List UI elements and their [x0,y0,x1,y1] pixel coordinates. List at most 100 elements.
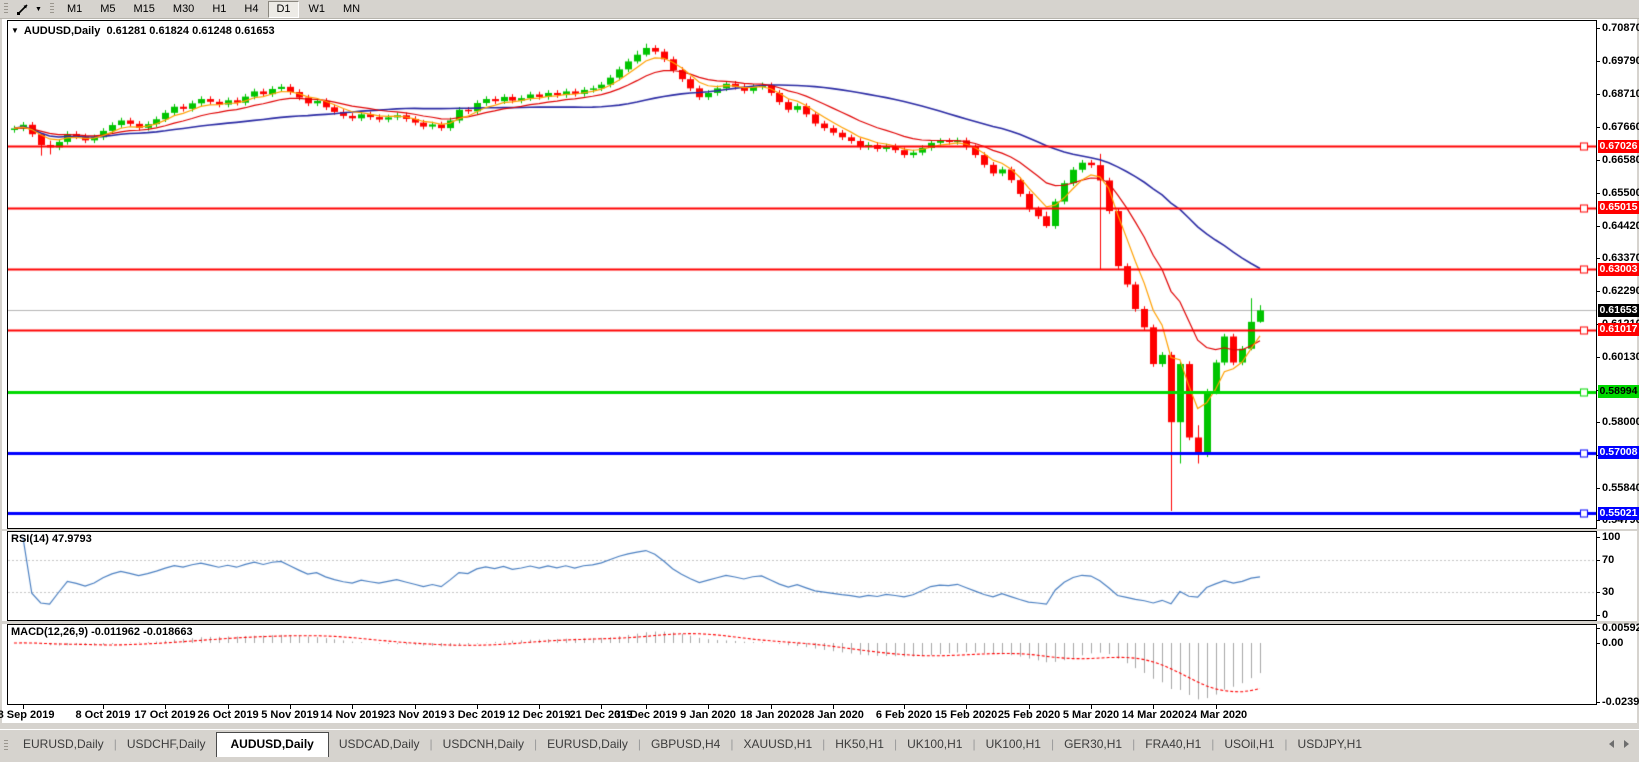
tab-scroll-right-icon[interactable] [1624,740,1629,748]
tab-separator: | [730,737,734,751]
date-axis-label: 23 Nov 2019 [383,709,447,721]
macd-canvas[interactable] [8,625,1596,703]
date-axis-label: 15 Feb 2020 [934,709,998,721]
macd-label: MACD(12,26,9) -0.011962 -0.018663 [11,626,193,638]
timeframe-button-M1[interactable]: M1 [66,2,83,15]
chart-tab-HK50-H1[interactable]: HK50,H1 [835,737,884,751]
toolbar-grip2 [49,3,54,15]
chart-tab-XAUUSD-H1[interactable]: XAUUSD,H1 [743,737,813,751]
price-line-badge-0.57008: 0.57008 [1598,446,1639,460]
date-axis-label: 14 Nov 2019 [320,709,384,721]
rsi-axis-tick: 70 [1595,554,1615,567]
timeframe-button-W1[interactable]: W1 [308,2,326,15]
timeframe-button-M5[interactable]: M5 [100,2,116,15]
price-axis-tick: 0.63370 [1596,252,1639,264]
tab-separator: | [822,737,826,751]
timeframe-buttons: M1 M5 M15 M30 H1 H4 D1 W1 MN [58,0,369,18]
chart-tab-USDJPY-H1[interactable]: USDJPY,H1 [1297,737,1363,751]
date-axis-tickmark [415,705,416,709]
date-axis-label: 18 Jan 2020 [740,709,802,721]
current-price-badge: 0.61653 [1598,303,1639,317]
chart-ohlc-readout: 0.61281 0.61824 0.61248 0.61653 [106,25,275,37]
chart-symbol: AUDUSD,Daily [23,25,101,37]
date-axis-label: 17 Oct 2019 [134,709,196,721]
date-axis-tickmark [23,705,24,709]
chart-tab-EURUSD-Daily[interactable]: EURUSD,Daily [23,737,104,751]
rsi-axis-tick: 100 [1595,531,1621,543]
chart-title-dropdown-icon[interactable]: ▼ [11,26,19,35]
date-axis-label: 28 Sep 2019 [0,709,55,721]
tab-separator: | [534,737,538,751]
timeframe-button-M30[interactable]: M30 [172,2,195,15]
chart-tab-UK100-H1[interactable]: UK100,H1 [985,737,1041,751]
date-axis-label: 5 Nov 2019 [261,709,319,721]
chart-tab-AUDUSD-Daily[interactable]: AUDUSD,Daily [215,732,329,757]
timeframe-button-H1[interactable]: H1 [212,2,227,15]
price-axis-tick: 0.69790 [1596,55,1639,67]
macd-axis-tick: 0.00 [1595,637,1624,649]
status-strip [0,755,1639,762]
tab-scroll-arrows [1609,740,1629,748]
tab-separator: | [113,737,117,751]
toolbar-grip[interactable] [4,3,8,15]
price-chart-canvas[interactable] [8,21,1596,528]
panel-separator[interactable] [2,621,1637,624]
chart-title: ▼ AUDUSD,Daily 0.61281 0.61824 0.61248 0.… [11,25,275,37]
date-axis-tickmark [165,705,166,709]
price-axis-tick: 0.66580 [1596,154,1639,166]
rsi-canvas[interactable] [8,532,1596,619]
date-axis-label: 5 Mar 2020 [1062,709,1120,721]
date-axis-label: 8 Oct 2019 [75,709,131,721]
tab-separator: | [1050,737,1055,751]
chart-tab-GBPUSD-H4[interactable]: GBPUSD,H4 [650,737,721,751]
price-axis-tick: 0.68710 [1596,88,1639,100]
timeframe-toolbar: ▼ M1 M5 M15 M30 H1 H4 D1 W1 MN [0,0,1639,19]
price-axis-tick: 0.60130 [1596,351,1639,363]
price-axis-tick: 0.55840 [1596,482,1639,494]
chart-tab-USOil-H1[interactable]: USOil,H1 [1224,737,1275,751]
cursor-tool-icon[interactable] [12,2,34,16]
date-axis-label: 9 Jan 2020 [680,709,736,721]
timeframe-button-H4[interactable]: H4 [244,2,259,15]
timeframe-button-D1[interactable]: D1 [268,0,299,18]
chart-tab-EURUSD-Daily[interactable]: EURUSD,Daily [547,737,628,751]
chart-tabbar: EURUSD,Daily | USDCHF,Daily AUDUSD,Daily USD… [0,729,1639,757]
price-line-badge-0.61017: 0.61017 [1598,323,1639,337]
chart-tab-FRA40-H1[interactable]: FRA40,H1 [1145,737,1202,751]
chart-tab-GER30-H1[interactable]: GER30,H1 [1064,737,1123,751]
chart-tab-UK100-H1[interactable]: UK100,H1 [907,737,963,751]
rsi-axis-tick: 30 [1595,585,1615,598]
timeframe-button-M15[interactable]: M15 [133,2,155,15]
date-axis-tickmark [708,705,709,709]
timeframe-button-MN[interactable]: MN [343,2,361,15]
macd-axis-tick: 0.005923 [1596,622,1639,634]
panel-separator[interactable] [2,529,1637,531]
price-axis-tick: 0.62290 [1596,285,1639,297]
date-axis-tickmark [352,705,353,709]
date-axis-label: 14 Mar 2020 [1121,709,1185,721]
tab-separator: | [1284,737,1288,751]
price-line-badge-0.63003: 0.63003 [1598,262,1639,276]
tab-separator: | [893,737,898,751]
date-axis-tickmark [1091,705,1092,709]
price-line-badge-0.55021: 0.55021 [1598,506,1639,520]
chart-tab-USDCNH-Daily[interactable]: USDCNH,Daily [442,737,525,751]
date-axis-label: 6 Feb 2020 [875,709,933,721]
chart-tab-USDCHF-Daily[interactable]: USDCHF,Daily [126,737,206,751]
date-axis-tickmark [290,705,291,709]
date-axis-tickmark [1216,705,1217,709]
tab-separator: | [1211,737,1215,751]
price-line-badge-0.58994: 0.58994 [1598,385,1639,399]
tabbar-grip [4,740,8,752]
date-axis-tickmark [228,705,229,709]
date-axis-tickmark [103,705,104,709]
date-axis-tickmark [539,705,540,709]
chart-tab-USDCAD-Daily[interactable]: USDCAD,Daily [338,737,420,751]
chart-tabs: EURUSD,Daily | USDCHF,Daily AUDUSD,Daily USD… [13,732,1372,757]
price-line-badge-0.67026: 0.67026 [1598,139,1639,153]
tool-dropdown-icon[interactable]: ▼ [35,5,42,13]
date-axis-tickmark [833,705,834,709]
rsi-label: RSI(14) 47.9793 [11,533,92,545]
macd-axis-tick: -0.023944 [1596,696,1639,708]
tab-scroll-left-icon[interactable] [1609,740,1614,748]
